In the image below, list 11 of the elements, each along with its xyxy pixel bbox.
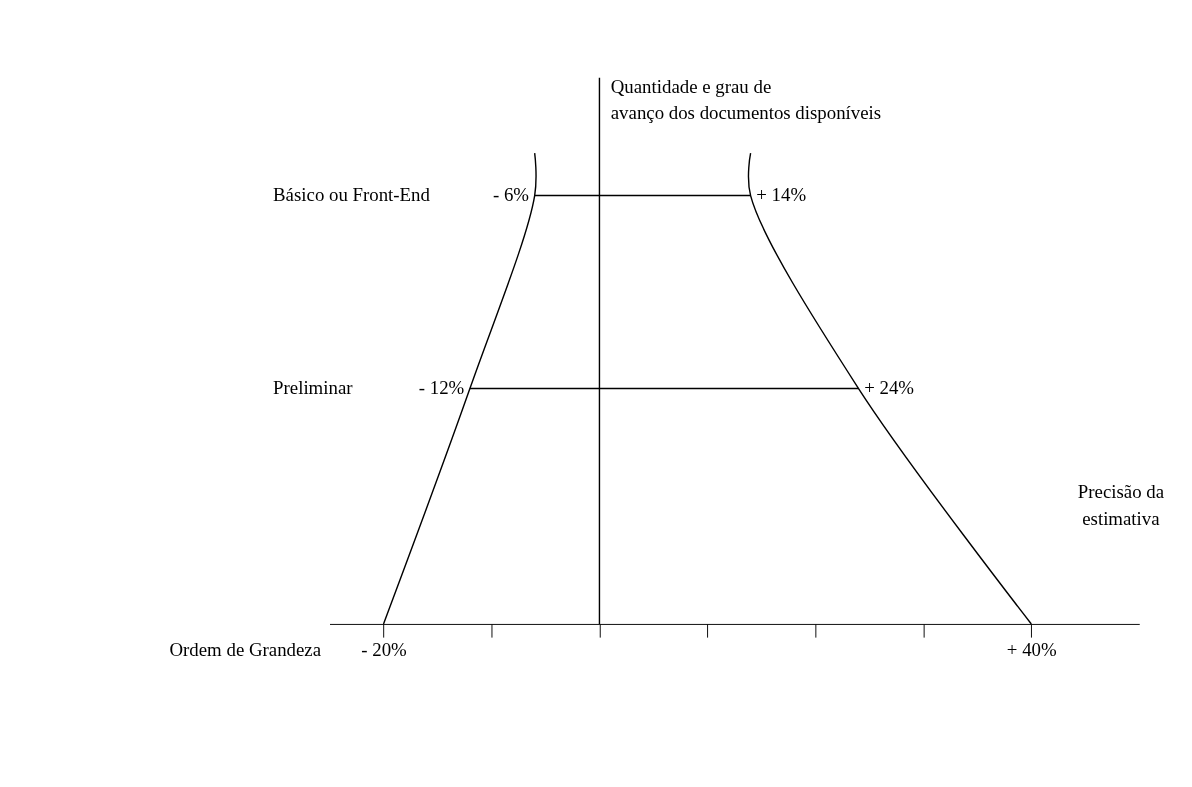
x-tick-label: - 20%	[361, 639, 408, 661]
annotation: - 6%	[492, 184, 530, 206]
annotation: Preliminar	[273, 377, 354, 399]
annotation: Básico ou Front-End	[273, 184, 431, 206]
y-axis-title: Quantidade e grau de avanço dos documentos disponíveis	[610, 75, 882, 124]
annotation: + 24%	[864, 377, 915, 399]
x-tick-label: + 40%	[1006, 639, 1058, 661]
text: Ordem de Grandeza	[169, 638, 322, 660]
x-axis-title: Precisão da estimativa	[1077, 481, 1165, 529]
annotation: + 14%	[756, 184, 807, 206]
annotation: - 12%	[418, 377, 465, 399]
